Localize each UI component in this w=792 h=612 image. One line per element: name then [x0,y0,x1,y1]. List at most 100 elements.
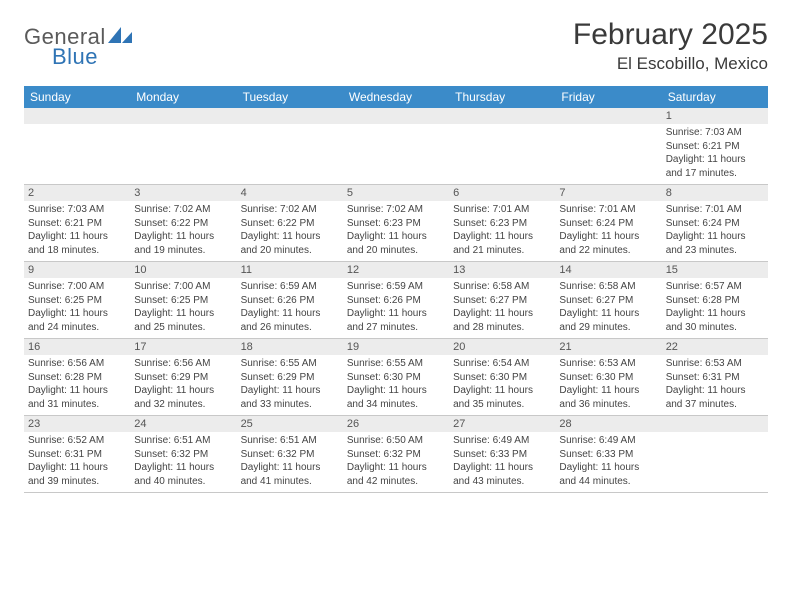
day-number: 6 [449,185,555,201]
day-body: Sunrise: 7:03 AMSunset: 6:21 PMDaylight:… [24,201,130,261]
day-body: Sunrise: 6:51 AMSunset: 6:32 PMDaylight:… [237,432,343,492]
day-body [449,124,555,130]
day-info-line: Sunrise: 6:57 AM [666,280,764,294]
weekday-header: Saturday [662,86,768,108]
day-body: Sunrise: 6:59 AMSunset: 6:26 PMDaylight:… [237,278,343,338]
day-info-line: Daylight: 11 hours and 31 minutes. [28,384,126,411]
day-body: Sunrise: 7:02 AMSunset: 6:22 PMDaylight:… [130,201,236,261]
day-body: Sunrise: 7:02 AMSunset: 6:23 PMDaylight:… [343,201,449,261]
week-row: 1Sunrise: 7:03 AMSunset: 6:21 PMDaylight… [24,108,768,185]
day-number: 8 [662,185,768,201]
day-body: Sunrise: 7:01 AMSunset: 6:24 PMDaylight:… [662,201,768,261]
weekday-header: Sunday [24,86,130,108]
day-info-line: Sunrise: 6:49 AM [453,434,551,448]
weekday-header: Monday [130,86,236,108]
day-cell: 14Sunrise: 6:58 AMSunset: 6:27 PMDayligh… [555,262,661,338]
day-body: Sunrise: 7:00 AMSunset: 6:25 PMDaylight:… [24,278,130,338]
day-info-line: Sunset: 6:27 PM [453,294,551,308]
weekday-header: Thursday [449,86,555,108]
day-number: 24 [130,416,236,432]
day-number [555,108,661,124]
day-info-line: Sunset: 6:23 PM [453,217,551,231]
day-number: 2 [24,185,130,201]
day-number: 17 [130,339,236,355]
day-info-line: Daylight: 11 hours and 42 minutes. [347,461,445,488]
day-info-line: Sunrise: 6:53 AM [559,357,657,371]
day-cell: 18Sunrise: 6:55 AMSunset: 6:29 PMDayligh… [237,339,343,415]
day-body [662,432,768,438]
day-info-line: Sunrise: 7:01 AM [559,203,657,217]
day-info-line: Sunset: 6:30 PM [559,371,657,385]
day-number: 13 [449,262,555,278]
day-cell: 13Sunrise: 6:58 AMSunset: 6:27 PMDayligh… [449,262,555,338]
day-info-line: Sunset: 6:28 PM [28,371,126,385]
week-row: 16Sunrise: 6:56 AMSunset: 6:28 PMDayligh… [24,339,768,416]
day-info-line: Sunset: 6:32 PM [347,448,445,462]
day-cell: 24Sunrise: 6:51 AMSunset: 6:32 PMDayligh… [130,416,236,492]
day-cell: 15Sunrise: 6:57 AMSunset: 6:28 PMDayligh… [662,262,768,338]
day-body: Sunrise: 6:53 AMSunset: 6:30 PMDaylight:… [555,355,661,415]
day-info-line: Daylight: 11 hours and 39 minutes. [28,461,126,488]
day-cell [130,108,236,184]
day-info-line: Daylight: 11 hours and 24 minutes. [28,307,126,334]
day-number: 7 [555,185,661,201]
day-info-line: Sunrise: 7:02 AM [134,203,232,217]
logo-text-blue: Blue [52,44,134,70]
day-number [449,108,555,124]
day-body: Sunrise: 6:57 AMSunset: 6:28 PMDaylight:… [662,278,768,338]
day-number: 22 [662,339,768,355]
day-info-line: Daylight: 11 hours and 35 minutes. [453,384,551,411]
day-info-line: Daylight: 11 hours and 22 minutes. [559,230,657,257]
day-body: Sunrise: 7:02 AMSunset: 6:22 PMDaylight:… [237,201,343,261]
day-info-line: Sunset: 6:22 PM [134,217,232,231]
title-block: February 2025 El Escobillo, Mexico [573,18,768,74]
week-row: 2Sunrise: 7:03 AMSunset: 6:21 PMDaylight… [24,185,768,262]
day-number: 14 [555,262,661,278]
day-info-line: Sunset: 6:32 PM [134,448,232,462]
day-number: 28 [555,416,661,432]
day-info-line: Sunrise: 6:58 AM [559,280,657,294]
day-info-line: Sunset: 6:26 PM [241,294,339,308]
day-cell: 5Sunrise: 7:02 AMSunset: 6:23 PMDaylight… [343,185,449,261]
day-cell: 23Sunrise: 6:52 AMSunset: 6:31 PMDayligh… [24,416,130,492]
day-body: Sunrise: 6:49 AMSunset: 6:33 PMDaylight:… [449,432,555,492]
day-info-line: Sunset: 6:22 PM [241,217,339,231]
day-info-line: Daylight: 11 hours and 23 minutes. [666,230,764,257]
day-info-line: Sunrise: 6:56 AM [28,357,126,371]
day-info-line: Sunset: 6:21 PM [666,140,764,154]
day-cell: 21Sunrise: 6:53 AMSunset: 6:30 PMDayligh… [555,339,661,415]
day-cell: 20Sunrise: 6:54 AMSunset: 6:30 PMDayligh… [449,339,555,415]
calendar: SundayMondayTuesdayWednesdayThursdayFrid… [24,86,768,493]
day-info-line: Sunrise: 6:51 AM [241,434,339,448]
day-cell: 6Sunrise: 7:01 AMSunset: 6:23 PMDaylight… [449,185,555,261]
day-body: Sunrise: 6:55 AMSunset: 6:30 PMDaylight:… [343,355,449,415]
day-cell: 19Sunrise: 6:55 AMSunset: 6:30 PMDayligh… [343,339,449,415]
day-info-line: Daylight: 11 hours and 44 minutes. [559,461,657,488]
day-body: Sunrise: 6:51 AMSunset: 6:32 PMDaylight:… [130,432,236,492]
day-cell: 4Sunrise: 7:02 AMSunset: 6:22 PMDaylight… [237,185,343,261]
day-cell: 10Sunrise: 7:00 AMSunset: 6:25 PMDayligh… [130,262,236,338]
day-cell: 25Sunrise: 6:51 AMSunset: 6:32 PMDayligh… [237,416,343,492]
day-info-line: Sunrise: 7:03 AM [666,126,764,140]
day-number: 4 [237,185,343,201]
day-body: Sunrise: 6:55 AMSunset: 6:29 PMDaylight:… [237,355,343,415]
day-info-line: Sunrise: 7:01 AM [453,203,551,217]
day-info-line: Sunrise: 6:53 AM [666,357,764,371]
day-cell [343,108,449,184]
day-number: 27 [449,416,555,432]
day-number: 26 [343,416,449,432]
day-info-line: Sunset: 6:25 PM [134,294,232,308]
day-body [237,124,343,130]
day-number: 20 [449,339,555,355]
day-body: Sunrise: 6:58 AMSunset: 6:27 PMDaylight:… [555,278,661,338]
day-number: 5 [343,185,449,201]
day-number: 1 [662,108,768,124]
day-body: Sunrise: 6:58 AMSunset: 6:27 PMDaylight:… [449,278,555,338]
day-number [24,108,130,124]
day-info-line: Sunset: 6:26 PM [347,294,445,308]
day-cell: 7Sunrise: 7:01 AMSunset: 6:24 PMDaylight… [555,185,661,261]
day-info-line: Daylight: 11 hours and 25 minutes. [134,307,232,334]
day-info-line: Daylight: 11 hours and 37 minutes. [666,384,764,411]
day-info-line: Sunset: 6:23 PM [347,217,445,231]
day-info-line: Sunrise: 7:03 AM [28,203,126,217]
